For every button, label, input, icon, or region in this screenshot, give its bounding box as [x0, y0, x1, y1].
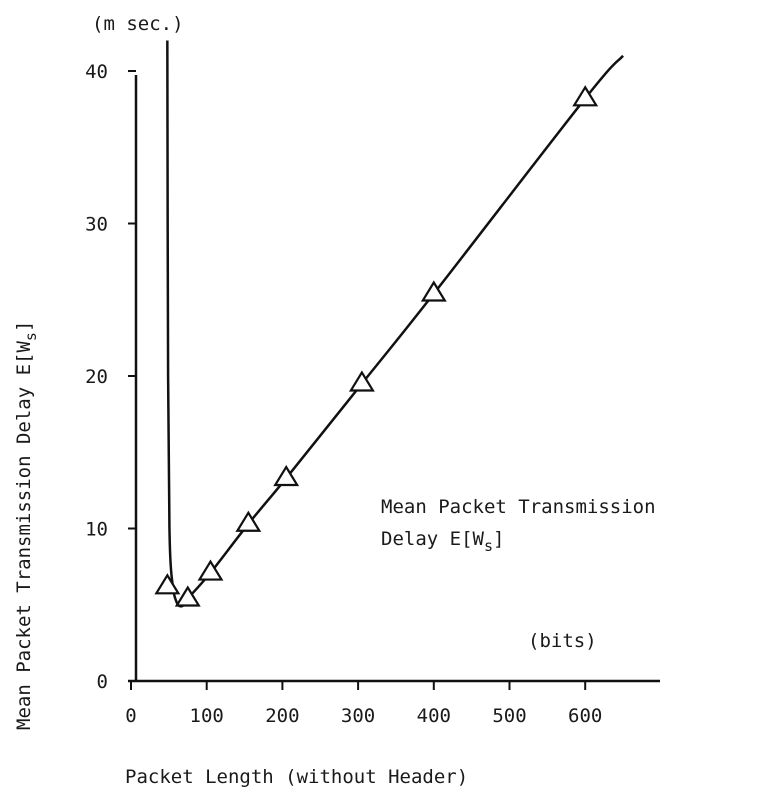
y-axis-title-close: ] — [13, 321, 35, 332]
y-tick-label: 30 — [85, 214, 108, 236]
y-axis-title-main: Mean Packet Transmission Delay E[W — [13, 341, 35, 730]
triangle-marker — [174, 585, 201, 607]
y-ticks: 0 10 20 30 40 — [85, 61, 136, 693]
y-axis-title: Mean Packet Transmission Delay E[Ws] — [13, 321, 40, 730]
x-unit: (bits) — [528, 630, 597, 652]
y-axis-title-sub: s — [22, 332, 40, 341]
x-tick-label: 100 — [190, 705, 224, 727]
x-tick-label: 400 — [417, 705, 451, 727]
x-tick-label: 300 — [341, 705, 375, 727]
y-tick-label: 40 — [85, 61, 108, 83]
annotation-sub: s — [484, 537, 493, 555]
y-tick-label: 20 — [85, 366, 108, 388]
triangle-marker — [197, 559, 224, 581]
x-tick-label: 0 — [125, 705, 136, 727]
triangle-marker — [420, 280, 447, 302]
x-axis-title: Packet Length (without Header) — [125, 766, 468, 788]
triangle-marker — [154, 573, 181, 595]
x-tick-label: 200 — [265, 705, 299, 727]
annotation-close: ] — [493, 528, 504, 550]
triangle-marker — [348, 370, 375, 392]
data-markers — [154, 85, 599, 607]
annotation-line-2-main: Delay E[W — [381, 528, 485, 550]
triangle-marker — [273, 464, 300, 487]
y-tick-label: 0 — [97, 671, 108, 693]
triangle-marker — [235, 510, 262, 532]
annotation-line-2: Delay E[Ws] — [381, 528, 504, 555]
annotation-line-1: Mean Packet Transmission — [381, 496, 656, 518]
x-tick-label: 600 — [568, 705, 602, 727]
triangle-marker — [572, 85, 599, 107]
y-unit: (m sec.) — [92, 13, 184, 35]
x-tick-label: 500 — [492, 705, 526, 727]
x-ticks: 0 100 200 300 400 500 600 — [125, 681, 602, 727]
fit-curve — [166, 40, 624, 608]
y-tick-label: 10 — [85, 519, 108, 541]
